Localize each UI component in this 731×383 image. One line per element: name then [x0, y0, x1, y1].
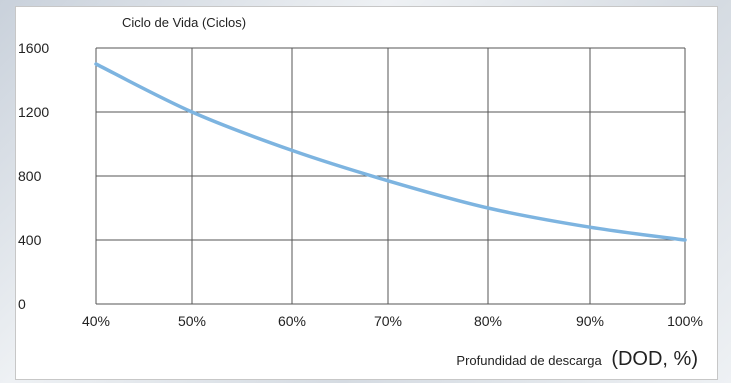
x-tick-label: 50%	[178, 313, 206, 329]
x-axis-label: Profundidad de descarga (DOD, %)	[456, 348, 698, 370]
series-line	[94, 62, 687, 242]
x-tick-label: 70%	[374, 313, 402, 329]
chart-title: Ciclo de Vida (Ciclos)	[122, 15, 246, 30]
x-tick-label: 90%	[576, 313, 604, 329]
y-tick-label: 0	[18, 296, 26, 312]
x-tick-label: 100%	[667, 313, 703, 329]
y-axis-ticks: 0 400 800 1200 1600	[18, 40, 49, 312]
x-tick-label: 60%	[278, 313, 306, 329]
chart-axes	[95, 47, 685, 305]
x-tick-label: 40%	[82, 313, 110, 329]
chart-panel	[15, 6, 718, 380]
chart-grid	[96, 47, 686, 304]
y-tick-label: 400	[18, 232, 42, 248]
series-group	[94, 62, 687, 242]
y-tick-label: 1200	[18, 104, 49, 120]
x-tick-label: 80%	[474, 313, 502, 329]
x-axis-ticks: 40% 50% 60% 70% 80% 90% 100%	[82, 313, 703, 329]
y-tick-label: 800	[18, 168, 42, 184]
x-axis-label-text: Profundidad de descarga	[456, 353, 602, 368]
x-axis-label-unit: (DOD, %)	[611, 348, 698, 370]
y-tick-label: 1600	[18, 40, 49, 56]
